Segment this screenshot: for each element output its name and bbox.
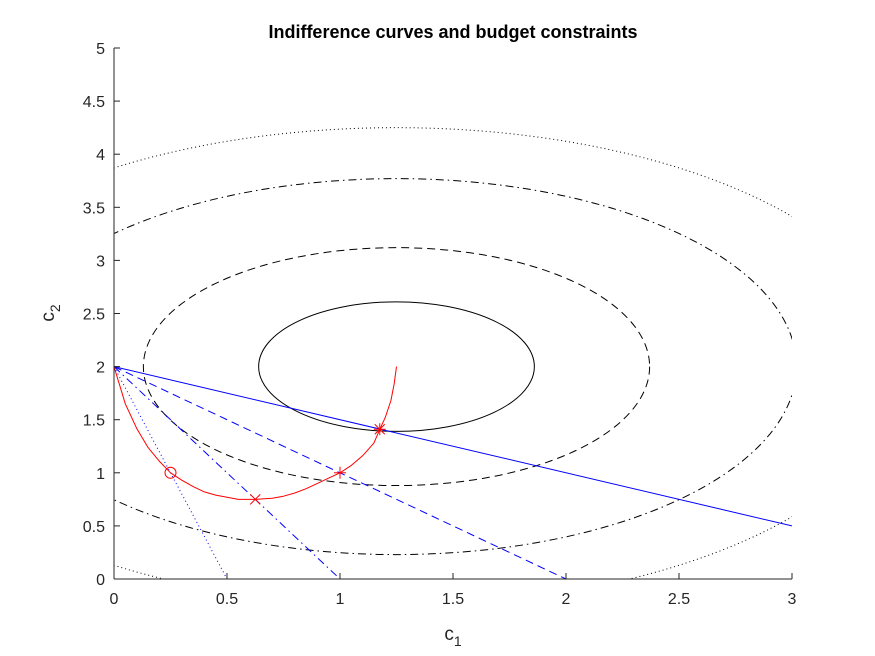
y-tick-label: 2 bbox=[96, 360, 105, 377]
chart-title: Indifference curves and budget constrain… bbox=[268, 22, 637, 42]
budget-line bbox=[114, 366, 341, 579]
x-tick-label: 0 bbox=[110, 591, 119, 608]
y-tick-label: 4 bbox=[96, 147, 105, 164]
marker-x bbox=[249, 493, 261, 505]
x-axis-label-sub: 1 bbox=[454, 633, 462, 649]
x-ticks: 0 0.5 1 1.5 2 2.5 3 bbox=[110, 573, 797, 608]
y-tick-label: 2.5 bbox=[83, 307, 105, 324]
x-axis-label: c1 bbox=[444, 624, 462, 649]
y-ticks: 0 0.5 1 1.5 2 2.5 3 3.5 4 4.5 5 bbox=[83, 41, 120, 589]
y-tick-label: 4.5 bbox=[83, 94, 105, 111]
plot-area bbox=[114, 127, 792, 579]
marker-plus bbox=[334, 466, 346, 479]
marker-star bbox=[373, 423, 386, 436]
optimal-markers bbox=[164, 423, 386, 505]
indifference-curve bbox=[114, 178, 792, 556]
x-axis-label-main: c bbox=[444, 624, 454, 645]
indifference-curves bbox=[114, 127, 792, 579]
x-tick-label: 1 bbox=[336, 591, 345, 608]
indifference-curve bbox=[258, 301, 535, 432]
x-tick-label: 2 bbox=[562, 591, 571, 608]
marker-circle bbox=[164, 466, 177, 479]
y-tick-label: 1 bbox=[96, 466, 105, 483]
indifference-curve bbox=[142, 247, 651, 487]
x-tick-label: 0.5 bbox=[216, 591, 238, 608]
x-tick-label: 1.5 bbox=[442, 591, 464, 608]
y-tick-label: 0.5 bbox=[83, 519, 105, 536]
axes: 0 0.5 1 1.5 2 2.5 3 0 0.5 1 1.5 2 2.5 3 3.5 4 4.5 5 bbox=[83, 41, 797, 608]
x-tick-label: 2.5 bbox=[668, 591, 690, 608]
y-tick-label: 3.5 bbox=[83, 200, 105, 217]
budget-line bbox=[114, 366, 792, 527]
y-axis-label-main: c bbox=[38, 312, 59, 322]
y-tick-label: 1.5 bbox=[83, 413, 105, 430]
x-tick-label: 3 bbox=[788, 591, 797, 608]
y-axis-label: c2 bbox=[38, 304, 63, 322]
y-tick-label: 5 bbox=[96, 41, 105, 58]
y-axis-label-sub: 2 bbox=[47, 304, 63, 312]
y-tick-label: 3 bbox=[96, 253, 105, 270]
y-tick-label: 0 bbox=[96, 572, 105, 589]
